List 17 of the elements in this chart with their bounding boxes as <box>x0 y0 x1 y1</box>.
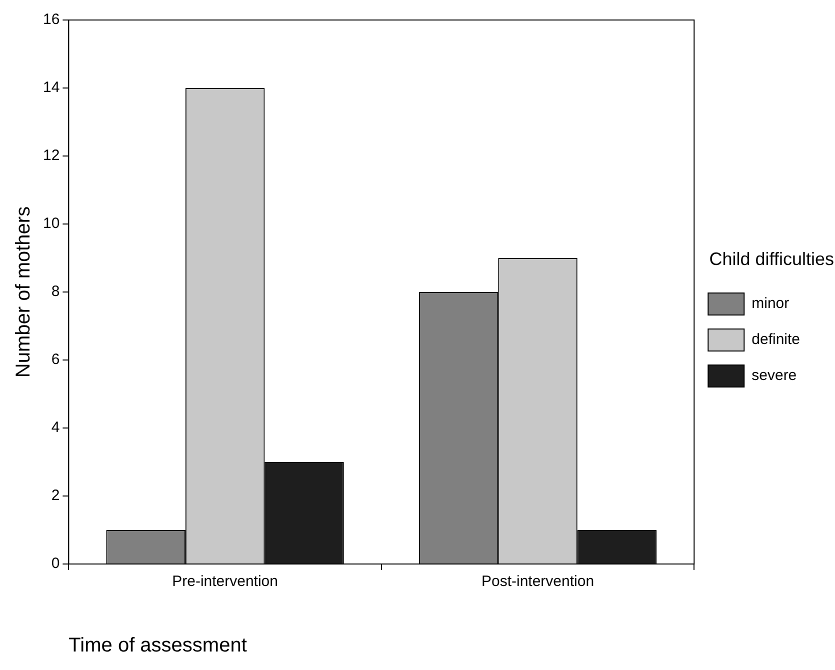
y-tick-label: 4 <box>51 419 60 436</box>
y-tick-label: 6 <box>51 351 60 368</box>
x-tick-label: Pre-intervention <box>172 573 278 590</box>
y-tick-label: 16 <box>42 11 60 28</box>
y-tick-label: 10 <box>42 215 60 232</box>
y-axis-title: Number of mothers <box>12 206 35 378</box>
y-tick-label: 12 <box>42 147 60 164</box>
y-tick-label: 0 <box>51 555 60 572</box>
x-axis-title: Time of assessment <box>68 634 248 657</box>
legend-label: minor <box>752 295 790 312</box>
legend-title: Child difficulties <box>709 249 834 270</box>
legend-label: severe <box>752 367 797 384</box>
y-tick-label: 14 <box>42 79 60 96</box>
y-tick-label: 2 <box>51 487 60 504</box>
x-tick-label: Post-intervention <box>481 573 594 590</box>
y-tick-label: 8 <box>51 283 60 300</box>
legend-label: definite <box>752 331 800 348</box>
